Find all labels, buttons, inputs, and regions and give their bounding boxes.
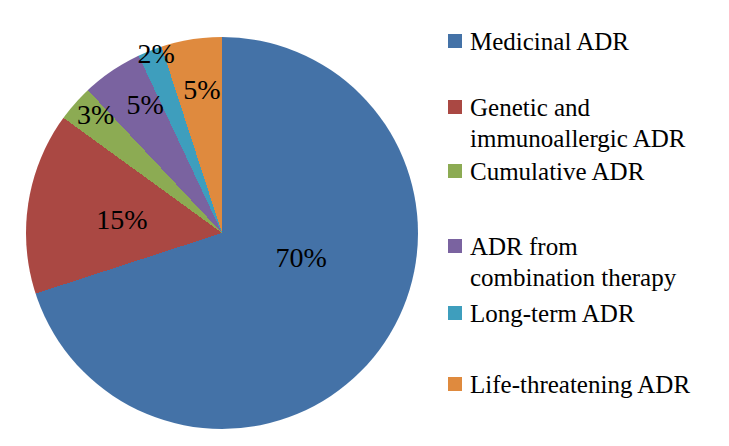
legend-swatch-icon (448, 306, 462, 320)
legend-swatch-icon (448, 100, 462, 114)
legend-item-label: Long-term ADR (470, 298, 635, 329)
legend-item: Long-term ADR (448, 298, 635, 329)
legend-item: Medicinal ADR (448, 26, 629, 57)
pie-slice-label: 70% (276, 244, 327, 272)
pie-chart: 70% 15% 3% 5% 2% 5% (26, 37, 418, 429)
legend-item: ADR from combination therapy (448, 231, 676, 293)
legend-item: Life-threatening ADR (448, 369, 690, 400)
pie-slice-label: 3% (77, 101, 114, 129)
legend-item-label: Medicinal ADR (470, 26, 629, 57)
pie-chart-figure: 70% 15% 3% 5% 2% 5% Medicinal ADR Genetic and … (0, 0, 729, 446)
legend-swatch-icon (448, 34, 462, 48)
legend-swatch-icon (448, 239, 462, 253)
legend-item-label: ADR from combination therapy (470, 231, 676, 293)
legend-item-label: Life-threatening ADR (470, 369, 690, 400)
pie-slice-label: 2% (137, 40, 174, 68)
legend-swatch-icon (448, 377, 462, 391)
legend-item: Cumulative ADR (448, 156, 644, 187)
pie-slice-label: 5% (183, 76, 220, 104)
legend-item-label: Genetic and immunoallergic ADR (470, 92, 686, 154)
legend-swatch-icon (448, 164, 462, 178)
legend-item: Genetic and immunoallergic ADR (448, 92, 686, 154)
pie-slice-label: 15% (96, 206, 147, 234)
legend-item-label: Cumulative ADR (470, 156, 644, 187)
pie-slice-label: 5% (126, 91, 163, 119)
